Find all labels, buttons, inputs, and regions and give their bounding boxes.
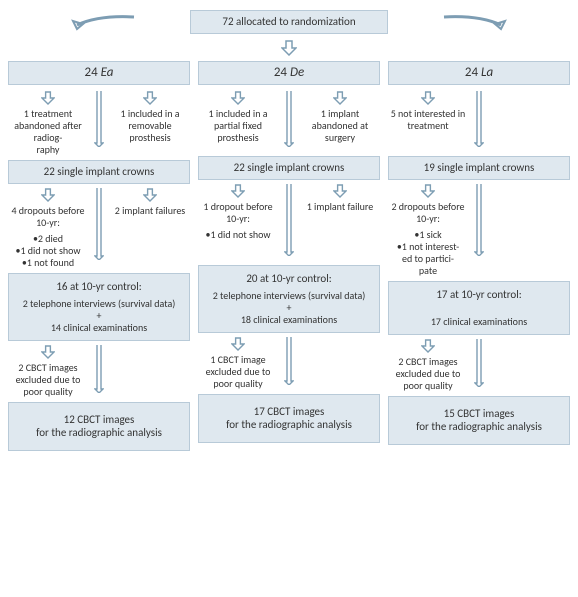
- control-box: 16 at 10-yr control: 2 telephone intervi…: [8, 273, 190, 341]
- cbct-excl: 1 CBCT image excluded due to poor qualit…: [198, 337, 278, 390]
- excl-right: 1 included in a removable prosthesis: [110, 91, 190, 144]
- control-box: 20 at 10-yr control: 2 telephone intervi…: [198, 265, 380, 333]
- arm-2: 24 La 5 not interested in treatment 19 s…: [388, 61, 570, 451]
- final-box: 12 CBCT images for the radiographic anal…: [8, 402, 190, 452]
- root-box: 72 allocated to randomization: [190, 10, 387, 34]
- excl-right: 1 implant abandoned at surgery: [300, 91, 380, 144]
- drop-left: 1 dropout before 10-yr: •1 did not show: [198, 184, 278, 241]
- root-row: 72 allocated to randomization: [8, 10, 570, 38]
- excl-left: 1 included in a partial fixed prosthesis: [198, 91, 278, 144]
- drop-right: 1 implant failure: [300, 184, 380, 213]
- drop-right: 2 implant failures: [110, 188, 190, 217]
- drop-left: 4 dropouts before 10-yr: •2 died•1 did n…: [8, 188, 88, 269]
- cbct-excl: 2 CBCT images excluded due to poor quali…: [388, 339, 468, 392]
- root-down-arrow: [8, 40, 570, 61]
- crowns-box: 19 single implant crowns: [388, 156, 570, 180]
- arm-0: 24 Ea 1 treatment abandoned after radiog…: [8, 61, 190, 451]
- final-box: 17 CBCT images for the radiographic anal…: [198, 394, 380, 444]
- excl-left: 5 not interested in treatment: [388, 91, 468, 132]
- arm-title: 24 De: [198, 61, 380, 85]
- root-label: 72 allocated to randomization: [222, 15, 355, 28]
- cbct-excl: 2 CBCT images excluded due to poor quali…: [8, 345, 88, 398]
- excl-left: 1 treatment abandoned after radiog-raphy: [8, 91, 88, 156]
- curve-left: [8, 13, 190, 35]
- final-box: 15 CBCT images for the radiographic anal…: [388, 396, 570, 446]
- crowns-box: 22 single implant crowns: [198, 156, 380, 180]
- control-box: 17 at 10-yr control: 17 clinical examina…: [388, 281, 570, 335]
- crowns-box: 22 single implant crowns: [8, 160, 190, 184]
- arm-1: 24 De 1 included in a partial fixed pros…: [198, 61, 380, 451]
- curve-right: [388, 13, 570, 35]
- drop-left: 2 dropouts before 10-yr: •1 sick•1 not i…: [388, 184, 468, 277]
- arm-title: 24 La: [388, 61, 570, 85]
- arm-title: 24 Ea: [8, 61, 190, 85]
